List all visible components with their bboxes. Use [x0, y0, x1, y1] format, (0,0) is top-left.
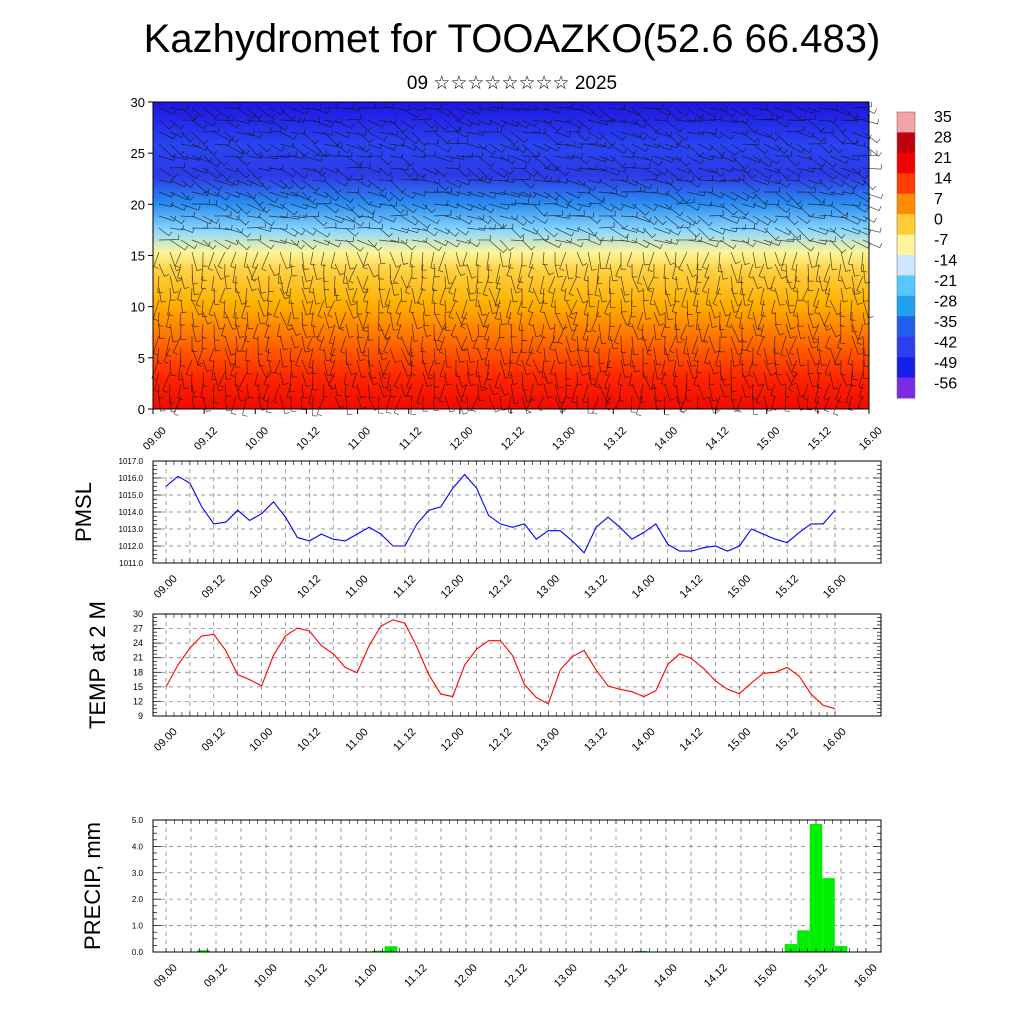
chart-title: Kazhydromet for TOOAZKO(52.6 66.483)	[143, 17, 881, 61]
colorbar-label: -14	[934, 253, 957, 270]
x-tick-label: 13.00	[534, 573, 562, 601]
x-tick-label: 14.00	[630, 573, 658, 601]
x-tick-label: 09.12	[200, 573, 228, 601]
temperature-field	[153, 102, 869, 409]
colorbar-label: 14	[934, 171, 952, 188]
y-tick-label: 10	[131, 300, 145, 315]
x-tick-label: 10.12	[295, 573, 323, 601]
x-tick-label: 11.12	[391, 573, 418, 600]
colorbar-label: 28	[934, 130, 952, 147]
colorbar-label: 35	[934, 109, 952, 126]
y-tick-label: 1015.0	[119, 491, 144, 500]
x-tick-label: 16.00	[821, 573, 849, 601]
colorbar-swatch	[897, 275, 915, 297]
x-tick-label: 13.12	[582, 573, 610, 601]
y-tick-label: 30	[131, 95, 145, 110]
colorbar-swatch	[897, 112, 915, 133]
colorbar-swatch	[897, 152, 915, 174]
colorbar-label: -21	[934, 273, 957, 290]
y-tick-label: 25	[131, 146, 145, 161]
wind-barbs	[151, 101, 884, 417]
x-tick-label: 12.00	[439, 573, 467, 601]
x-tick-label: 15.00	[725, 573, 753, 601]
x-tick-label: 12.12	[486, 573, 514, 601]
colorbar-label: -7	[934, 232, 948, 249]
y-tick-label: 1012.0	[119, 542, 144, 551]
x-tick-label: 15.12	[773, 573, 801, 601]
colorbar-swatch	[897, 234, 915, 256]
colorbar-swatch	[897, 173, 915, 195]
colorbar-frame	[896, 111, 916, 399]
y-tick-label: 1016.0	[119, 474, 144, 483]
colorbar-swatch	[897, 255, 915, 276]
y-tick-label: 20	[131, 197, 145, 212]
colorbar-swatch	[897, 357, 915, 379]
cross-section-plot	[151, 101, 884, 417]
x-tick-label: 10.00	[247, 573, 275, 601]
colorbar-swatch	[897, 336, 915, 358]
colorbar-swatch	[897, 377, 915, 399]
colorbar-label: -28	[934, 294, 957, 311]
x-tick-label: 14.12	[678, 573, 706, 601]
colorbar-legend: 35 28 21 14 7 0 -7 -14 -21 -28 -35 -42 -49 -56	[896, 109, 957, 399]
x-tick-label: 11.00	[343, 573, 370, 600]
colorbar-swatch	[897, 316, 915, 338]
y-tick-label: 1017.0	[119, 457, 144, 466]
colorbar-swatch	[897, 193, 915, 215]
colorbar-label: -42	[934, 335, 957, 352]
colorbar-swatch	[897, 295, 915, 317]
y-tick-label: 0	[138, 402, 145, 417]
y-tick-label: 1014.0	[119, 508, 144, 517]
colorbar-label: -35	[934, 314, 957, 331]
colorbar-swatch	[897, 214, 915, 236]
colorbar-label: 7	[934, 191, 943, 208]
colorbar-label: 0	[934, 212, 943, 229]
chart-subtitle: 09 ☆☆☆☆☆☆☆☆ 2025	[406, 73, 618, 94]
colorbar-label: -49	[934, 355, 957, 372]
y-tick-label: 5	[138, 351, 145, 366]
colorbar-label: 21	[934, 150, 952, 167]
colorbar-swatch	[897, 132, 915, 154]
y-tick-label: 15	[131, 249, 145, 264]
y-tick-label: 1011.0	[119, 559, 143, 568]
x-tick-label: 09.00	[152, 573, 180, 601]
y-axis-label: PMSL	[71, 482, 96, 542]
colorbar-label: -56	[934, 376, 957, 393]
y-tick-label: 1013.0	[119, 525, 144, 534]
pmsl-series-line	[165, 473, 836, 554]
